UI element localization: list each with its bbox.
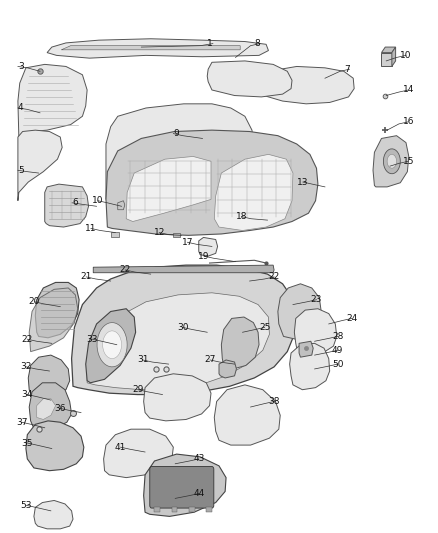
Text: 16: 16 — [403, 117, 414, 126]
Text: 19: 19 — [198, 252, 209, 261]
Polygon shape — [381, 47, 396, 53]
Text: 22: 22 — [268, 272, 280, 281]
Text: 10: 10 — [92, 196, 104, 205]
Polygon shape — [155, 507, 160, 512]
Polygon shape — [144, 454, 226, 516]
Polygon shape — [106, 104, 253, 199]
Polygon shape — [387, 155, 396, 168]
Polygon shape — [18, 130, 62, 201]
Text: 22: 22 — [22, 335, 33, 344]
Text: 4: 4 — [18, 103, 24, 112]
Text: 36: 36 — [54, 404, 66, 413]
Polygon shape — [206, 507, 212, 512]
Polygon shape — [214, 155, 293, 230]
Polygon shape — [118, 201, 125, 210]
Text: 44: 44 — [193, 489, 205, 498]
Text: 21: 21 — [81, 272, 92, 281]
Polygon shape — [189, 507, 194, 512]
Text: 3: 3 — [18, 62, 24, 71]
Polygon shape — [34, 500, 73, 529]
Text: 20: 20 — [28, 297, 40, 306]
Polygon shape — [97, 322, 127, 367]
Polygon shape — [29, 288, 78, 352]
Polygon shape — [86, 309, 136, 383]
FancyBboxPatch shape — [150, 466, 214, 508]
Polygon shape — [392, 47, 396, 67]
Text: 28: 28 — [332, 332, 343, 341]
Text: 24: 24 — [346, 314, 357, 323]
Polygon shape — [373, 136, 409, 187]
Polygon shape — [258, 67, 354, 104]
Text: 35: 35 — [21, 439, 33, 448]
Polygon shape — [173, 232, 180, 237]
Polygon shape — [381, 53, 392, 67]
Text: 38: 38 — [268, 397, 280, 406]
Polygon shape — [172, 507, 177, 512]
Polygon shape — [144, 374, 211, 421]
Polygon shape — [28, 355, 70, 397]
Text: 17: 17 — [182, 238, 193, 247]
Text: 30: 30 — [177, 323, 188, 332]
Polygon shape — [35, 282, 79, 338]
Polygon shape — [61, 46, 240, 50]
Text: 33: 33 — [86, 335, 98, 344]
Text: 37: 37 — [16, 418, 27, 427]
Text: 23: 23 — [311, 295, 322, 304]
Text: 53: 53 — [21, 501, 32, 510]
Text: 50: 50 — [332, 360, 343, 369]
Polygon shape — [102, 331, 121, 359]
Text: 32: 32 — [21, 362, 32, 372]
Polygon shape — [299, 341, 313, 357]
Text: 9: 9 — [173, 129, 179, 138]
Text: 22: 22 — [120, 265, 131, 274]
Polygon shape — [104, 429, 173, 478]
Text: 25: 25 — [259, 323, 270, 332]
Text: 43: 43 — [193, 455, 205, 463]
Text: 29: 29 — [132, 385, 144, 394]
Text: 11: 11 — [85, 224, 96, 233]
Polygon shape — [207, 61, 292, 97]
Polygon shape — [29, 383, 71, 429]
Polygon shape — [111, 232, 119, 237]
Text: 31: 31 — [137, 356, 148, 365]
Polygon shape — [106, 130, 318, 236]
Text: 49: 49 — [332, 346, 343, 355]
Polygon shape — [93, 265, 274, 273]
Text: 41: 41 — [115, 443, 126, 451]
Text: 10: 10 — [400, 51, 412, 60]
Polygon shape — [199, 237, 218, 256]
Polygon shape — [37, 399, 56, 419]
Text: 18: 18 — [236, 212, 247, 221]
Polygon shape — [18, 64, 87, 137]
Polygon shape — [71, 265, 296, 394]
Polygon shape — [87, 293, 269, 390]
Text: 13: 13 — [297, 177, 308, 187]
Polygon shape — [219, 360, 237, 378]
Polygon shape — [290, 343, 330, 390]
Text: 27: 27 — [205, 356, 215, 365]
Text: 6: 6 — [72, 198, 78, 207]
Text: 5: 5 — [18, 166, 24, 175]
Text: 1: 1 — [207, 39, 213, 48]
Polygon shape — [26, 421, 84, 471]
Polygon shape — [383, 149, 400, 174]
Polygon shape — [47, 39, 268, 58]
Polygon shape — [221, 317, 259, 369]
Text: 8: 8 — [254, 39, 260, 48]
Polygon shape — [126, 157, 211, 222]
Polygon shape — [278, 284, 321, 339]
Text: 34: 34 — [21, 390, 33, 399]
Polygon shape — [294, 309, 337, 357]
Text: 12: 12 — [153, 228, 165, 237]
Text: 15: 15 — [403, 157, 414, 166]
Polygon shape — [214, 385, 280, 445]
Polygon shape — [45, 184, 88, 227]
Text: 14: 14 — [403, 85, 414, 94]
Text: 7: 7 — [344, 64, 350, 74]
